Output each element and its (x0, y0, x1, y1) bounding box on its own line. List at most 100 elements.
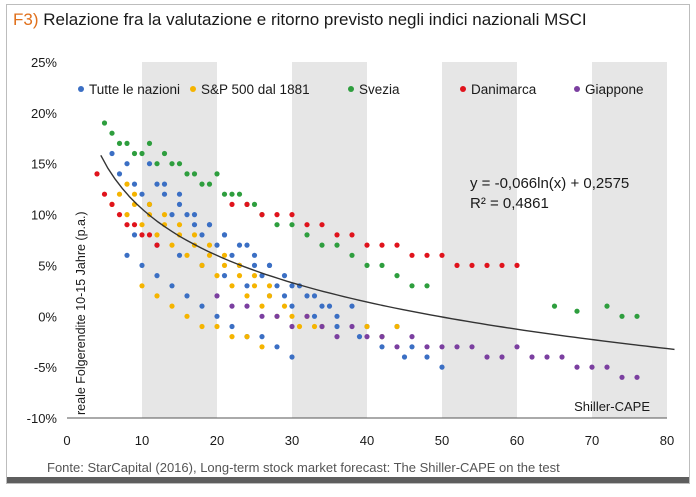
legend-label: Giappone (585, 82, 644, 97)
data-point (214, 273, 220, 279)
data-point (334, 242, 340, 248)
data-point (469, 344, 475, 350)
data-point (349, 303, 355, 309)
data-point (634, 313, 640, 319)
x-tick-label: 20 (210, 433, 224, 448)
data-point (139, 150, 145, 157)
data-point (154, 161, 160, 167)
figure-number: F3) (13, 10, 39, 29)
y-tick-label: -5% (34, 360, 58, 375)
data-point (191, 222, 198, 228)
data-point (244, 293, 250, 299)
data-point (304, 222, 310, 228)
data-point (251, 201, 258, 207)
data-point (169, 161, 175, 167)
data-point (326, 303, 333, 309)
data-point (514, 344, 520, 350)
data-point (259, 344, 265, 350)
data-point (289, 354, 295, 360)
data-point (319, 222, 325, 228)
x-axis-label: Shiller-CAPE (574, 399, 650, 414)
trendline-layer (100, 154, 675, 351)
data-point (499, 262, 505, 268)
data-point (124, 161, 130, 167)
data-point (206, 242, 213, 248)
data-point (544, 354, 550, 360)
data-point (116, 140, 123, 146)
data-point (259, 313, 265, 319)
data-point (169, 283, 175, 289)
data-point (206, 181, 213, 187)
data-point (221, 262, 228, 268)
data-point (139, 262, 145, 268)
data-point (574, 364, 580, 370)
data-point (296, 323, 303, 330)
data-point (619, 374, 625, 380)
data-point (364, 262, 370, 268)
data-point (244, 334, 250, 340)
data-point (139, 191, 145, 197)
data-point (409, 252, 415, 258)
data-point (311, 323, 318, 330)
shaded-band (142, 62, 217, 418)
data-point (139, 232, 145, 238)
data-point (146, 201, 153, 207)
data-point (259, 303, 265, 309)
data-point (274, 222, 280, 228)
data-point (259, 212, 265, 218)
data-point (439, 252, 445, 258)
data-point (154, 232, 160, 238)
y-tick-label: 15% (31, 157, 57, 172)
legend-marker (78, 86, 84, 92)
data-point (131, 222, 138, 228)
data-point (289, 212, 295, 218)
data-point (349, 252, 355, 258)
data-point (124, 140, 130, 146)
data-point (229, 283, 235, 289)
data-point (176, 222, 183, 228)
data-point (379, 334, 385, 340)
data-point (311, 313, 318, 319)
data-point (356, 334, 363, 340)
data-point (214, 242, 220, 248)
data-point (364, 323, 370, 330)
data-point (176, 161, 183, 167)
data-point (604, 364, 610, 370)
legend-label: Tutte le nazioni (89, 82, 180, 97)
data-point (236, 242, 243, 248)
data-point (176, 191, 183, 197)
data-point (619, 313, 625, 319)
data-point (334, 323, 340, 330)
data-point (221, 252, 228, 258)
y-axis-label: reale Folgerendite 10-15 Jahre (p.a.) (74, 211, 88, 415)
y-tick-label: 25% (31, 55, 57, 70)
data-point (394, 323, 400, 330)
data-point (191, 232, 198, 238)
legend-label: S&P 500 dal 1881 (201, 82, 310, 97)
data-point (251, 273, 258, 279)
x-tick-label: 40 (360, 433, 374, 448)
data-point (319, 303, 325, 309)
data-point (469, 262, 475, 268)
data-point (184, 252, 190, 258)
data-point (154, 293, 160, 299)
data-point (131, 150, 138, 157)
data-point (116, 212, 123, 218)
data-point (454, 262, 460, 268)
data-point (334, 334, 340, 340)
legend-marker (190, 86, 196, 92)
y-tick-label: 10% (31, 208, 57, 223)
legend-label: Danimarca (471, 82, 537, 97)
trendline (100, 154, 675, 351)
data-point (169, 212, 175, 218)
trendline-equation: y = -0,066ln(x) + 0,2575 (470, 175, 629, 192)
data-point (131, 181, 138, 187)
data-point (184, 171, 190, 177)
data-point (289, 323, 295, 330)
data-point (364, 334, 370, 340)
data-point (289, 313, 295, 319)
data-point (199, 262, 205, 268)
data-point (199, 323, 205, 330)
data-point (274, 283, 280, 289)
data-point (109, 150, 115, 157)
